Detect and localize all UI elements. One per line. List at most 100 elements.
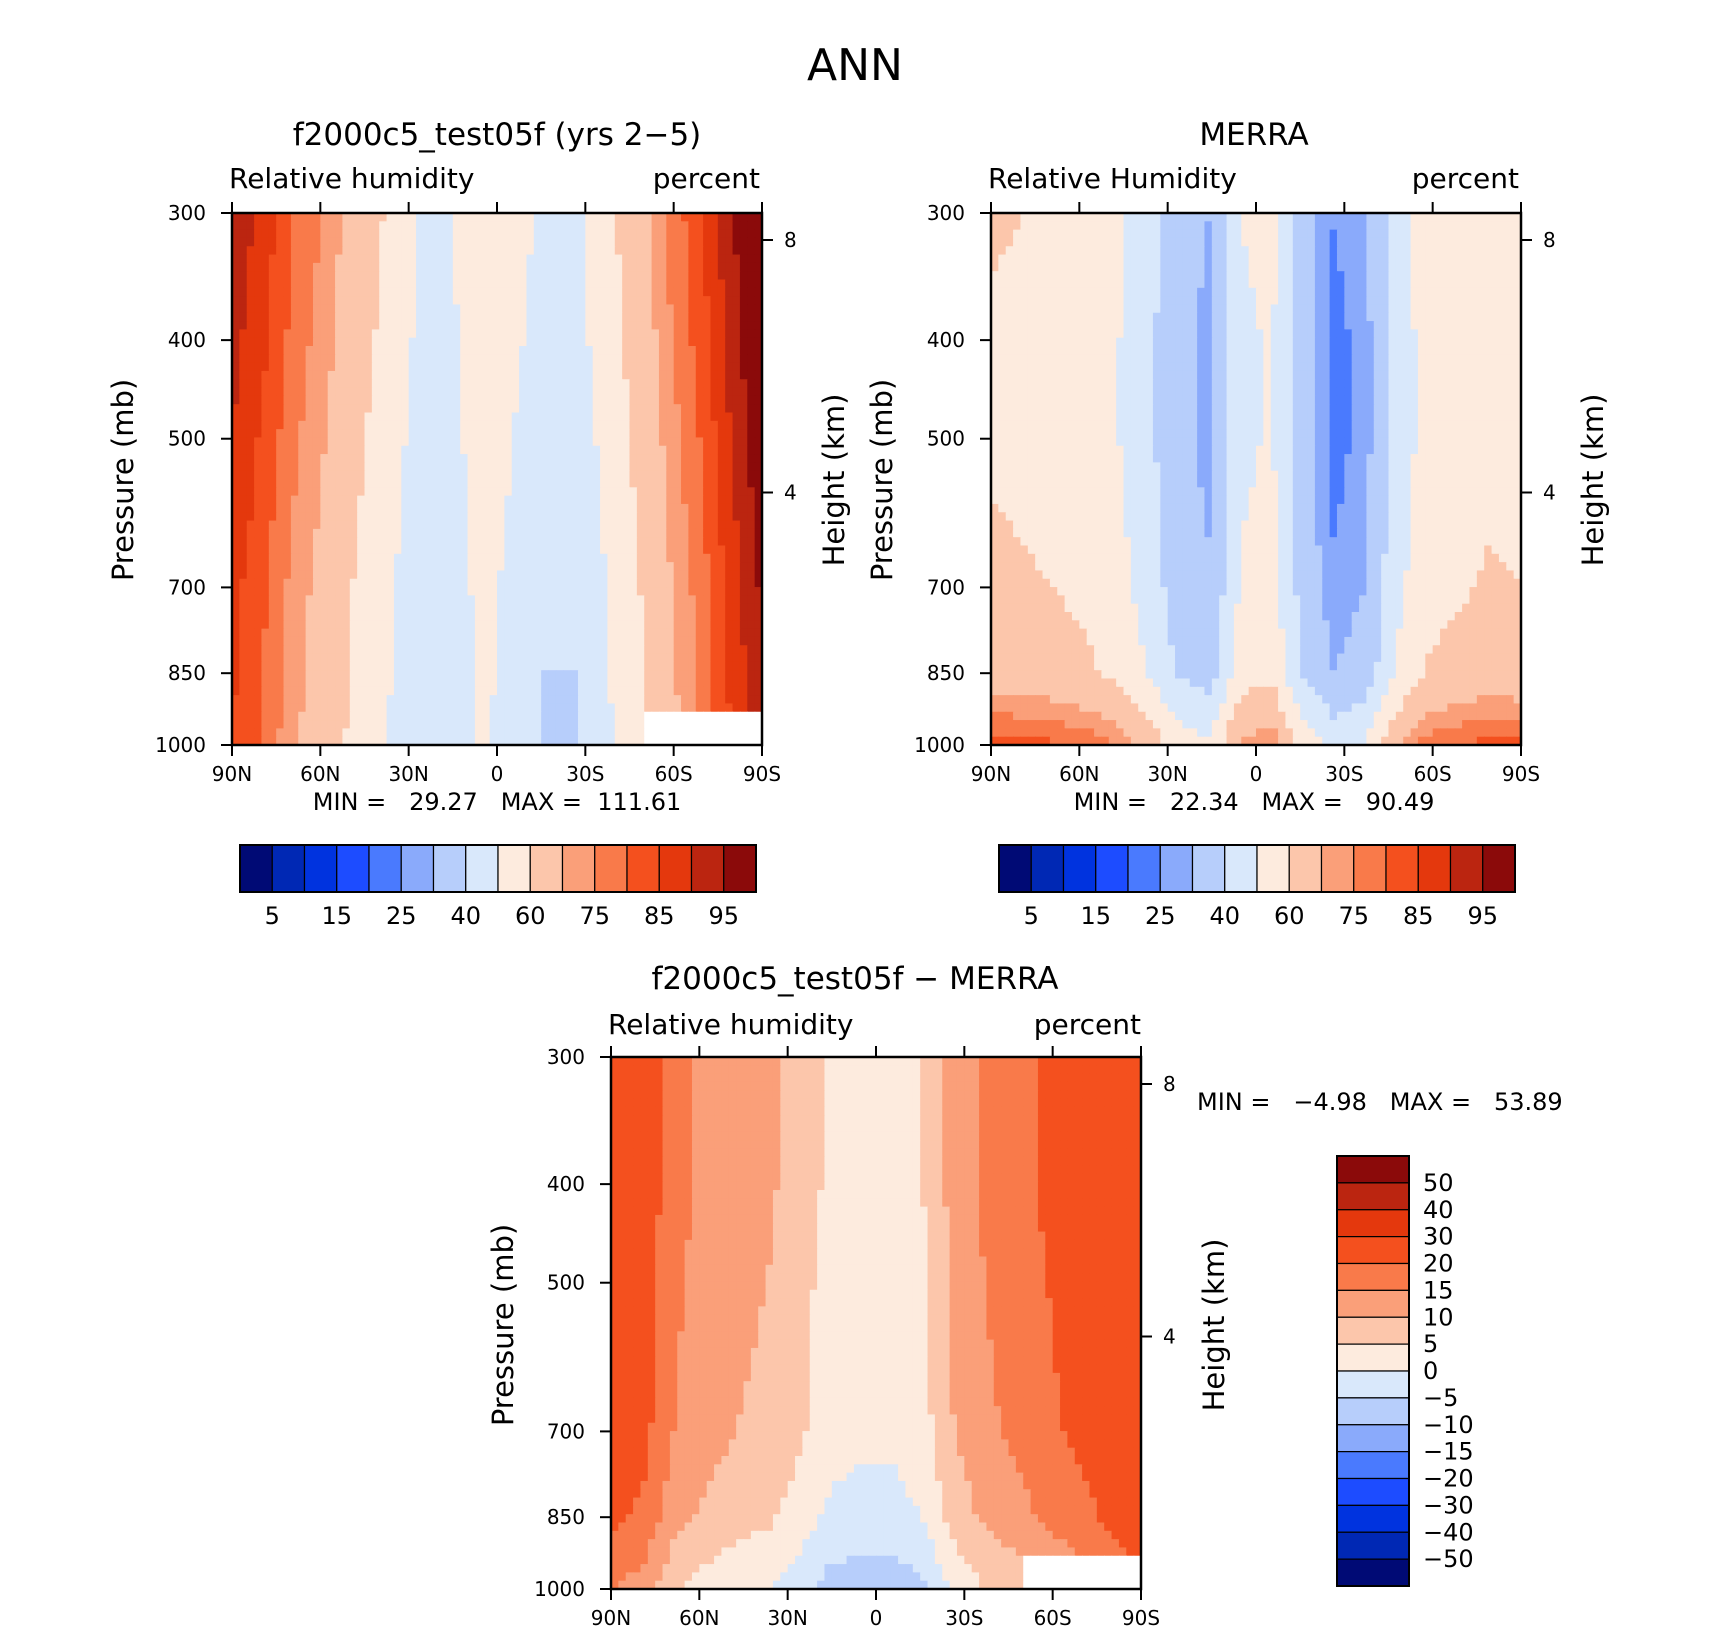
contour-cell xyxy=(732,495,741,505)
contour-cell xyxy=(1285,213,1294,222)
contour-cell xyxy=(445,287,454,297)
contour-cell xyxy=(725,329,734,339)
contour-cell xyxy=(364,312,373,322)
contour-cell xyxy=(261,470,270,480)
contour-cell xyxy=(283,578,292,588)
contour-cell xyxy=(1020,221,1029,231)
contour-cell xyxy=(320,237,329,247)
contour-cell xyxy=(283,346,292,355)
contour-cell xyxy=(526,279,535,289)
contour-cell xyxy=(504,262,513,272)
contour-cell xyxy=(1292,229,1301,239)
contour-cell xyxy=(548,628,557,638)
contour-cell xyxy=(519,321,528,330)
contour-cell xyxy=(592,346,601,355)
contour-cell xyxy=(246,346,255,355)
contour-cell xyxy=(622,562,631,572)
contour-cell xyxy=(401,271,410,281)
contour-cell xyxy=(438,520,447,530)
contour-cell xyxy=(629,312,638,322)
contour-cell xyxy=(717,279,726,289)
contour-cell xyxy=(283,487,292,497)
contour-cell xyxy=(717,354,726,364)
contour-cell xyxy=(607,570,616,580)
contour-cell xyxy=(1130,246,1139,256)
contour-cell xyxy=(732,395,741,405)
contour-cell xyxy=(335,329,344,339)
contour-cell xyxy=(725,213,734,222)
contour-cell xyxy=(592,620,601,630)
contour-cell xyxy=(577,720,586,729)
contour-cell xyxy=(732,595,741,605)
contour-cell xyxy=(710,653,719,663)
contour-cell xyxy=(1425,213,1434,222)
contour-cell xyxy=(666,578,675,588)
contour-cell xyxy=(430,653,439,663)
contour-cell xyxy=(371,620,380,630)
contour-cell xyxy=(430,520,439,530)
contour-cell xyxy=(651,362,660,372)
contour-cell xyxy=(474,628,483,638)
contour-cell xyxy=(533,429,542,439)
contour-cell xyxy=(636,404,645,414)
contour-cell xyxy=(268,254,277,264)
contour-cell xyxy=(563,495,572,505)
contour-cell xyxy=(349,553,358,563)
contour-cell xyxy=(327,287,336,297)
contour-cell xyxy=(592,670,601,680)
contour-cell xyxy=(497,354,505,364)
contour-cell xyxy=(232,645,240,655)
contour-cell xyxy=(489,686,498,696)
contour-cell xyxy=(577,346,586,355)
contour-cell xyxy=(416,454,424,463)
contour-cell xyxy=(563,304,572,314)
contour-cell xyxy=(423,537,432,547)
contour-cell xyxy=(1513,229,1522,239)
contour-cell xyxy=(1233,237,1242,247)
contour-cell xyxy=(570,279,579,289)
contour-cell xyxy=(658,711,667,721)
contour-cell xyxy=(666,321,675,330)
contour-cell xyxy=(511,645,520,655)
contour-cell xyxy=(526,412,535,422)
contour-cell xyxy=(408,271,417,281)
pressure-axis-label: Pressure (mb) xyxy=(106,379,140,581)
contour-cell xyxy=(497,711,505,721)
contour-cell xyxy=(754,429,763,439)
contour-cell xyxy=(423,528,432,538)
contour-cell xyxy=(335,620,344,630)
contour-cell xyxy=(614,487,623,497)
contour-cell xyxy=(445,520,454,530)
contour-cell xyxy=(364,395,373,405)
contour-cell xyxy=(290,420,299,430)
contour-cell xyxy=(1300,229,1309,239)
contour-cell xyxy=(592,395,601,405)
contour-cell xyxy=(548,370,557,380)
contour-cell xyxy=(364,587,373,596)
contour-cell xyxy=(585,379,594,389)
contour-cell xyxy=(438,445,447,455)
contour-cell xyxy=(430,279,439,289)
contour-cell xyxy=(732,370,741,380)
contour-cell xyxy=(401,512,410,522)
contour-cell xyxy=(401,395,410,405)
contour-cell xyxy=(673,603,682,613)
contour-cell xyxy=(401,695,410,705)
contour-cell xyxy=(489,470,498,480)
contour-cell xyxy=(386,645,395,655)
contour-cell xyxy=(327,213,336,222)
contour-cell xyxy=(305,578,314,588)
contour-cell xyxy=(371,395,380,405)
contour-cell xyxy=(327,470,336,480)
contour-cell xyxy=(268,653,277,663)
contour-cell xyxy=(710,287,719,297)
contour-cell xyxy=(747,678,756,688)
contour-cell xyxy=(430,395,439,405)
contour-cell xyxy=(511,437,520,447)
contour-cell xyxy=(703,653,712,663)
contour-cell xyxy=(239,711,248,721)
contour-cell xyxy=(717,587,726,596)
contour-cell xyxy=(312,553,321,563)
contour-cell xyxy=(445,437,454,447)
contour-cell xyxy=(717,229,726,239)
